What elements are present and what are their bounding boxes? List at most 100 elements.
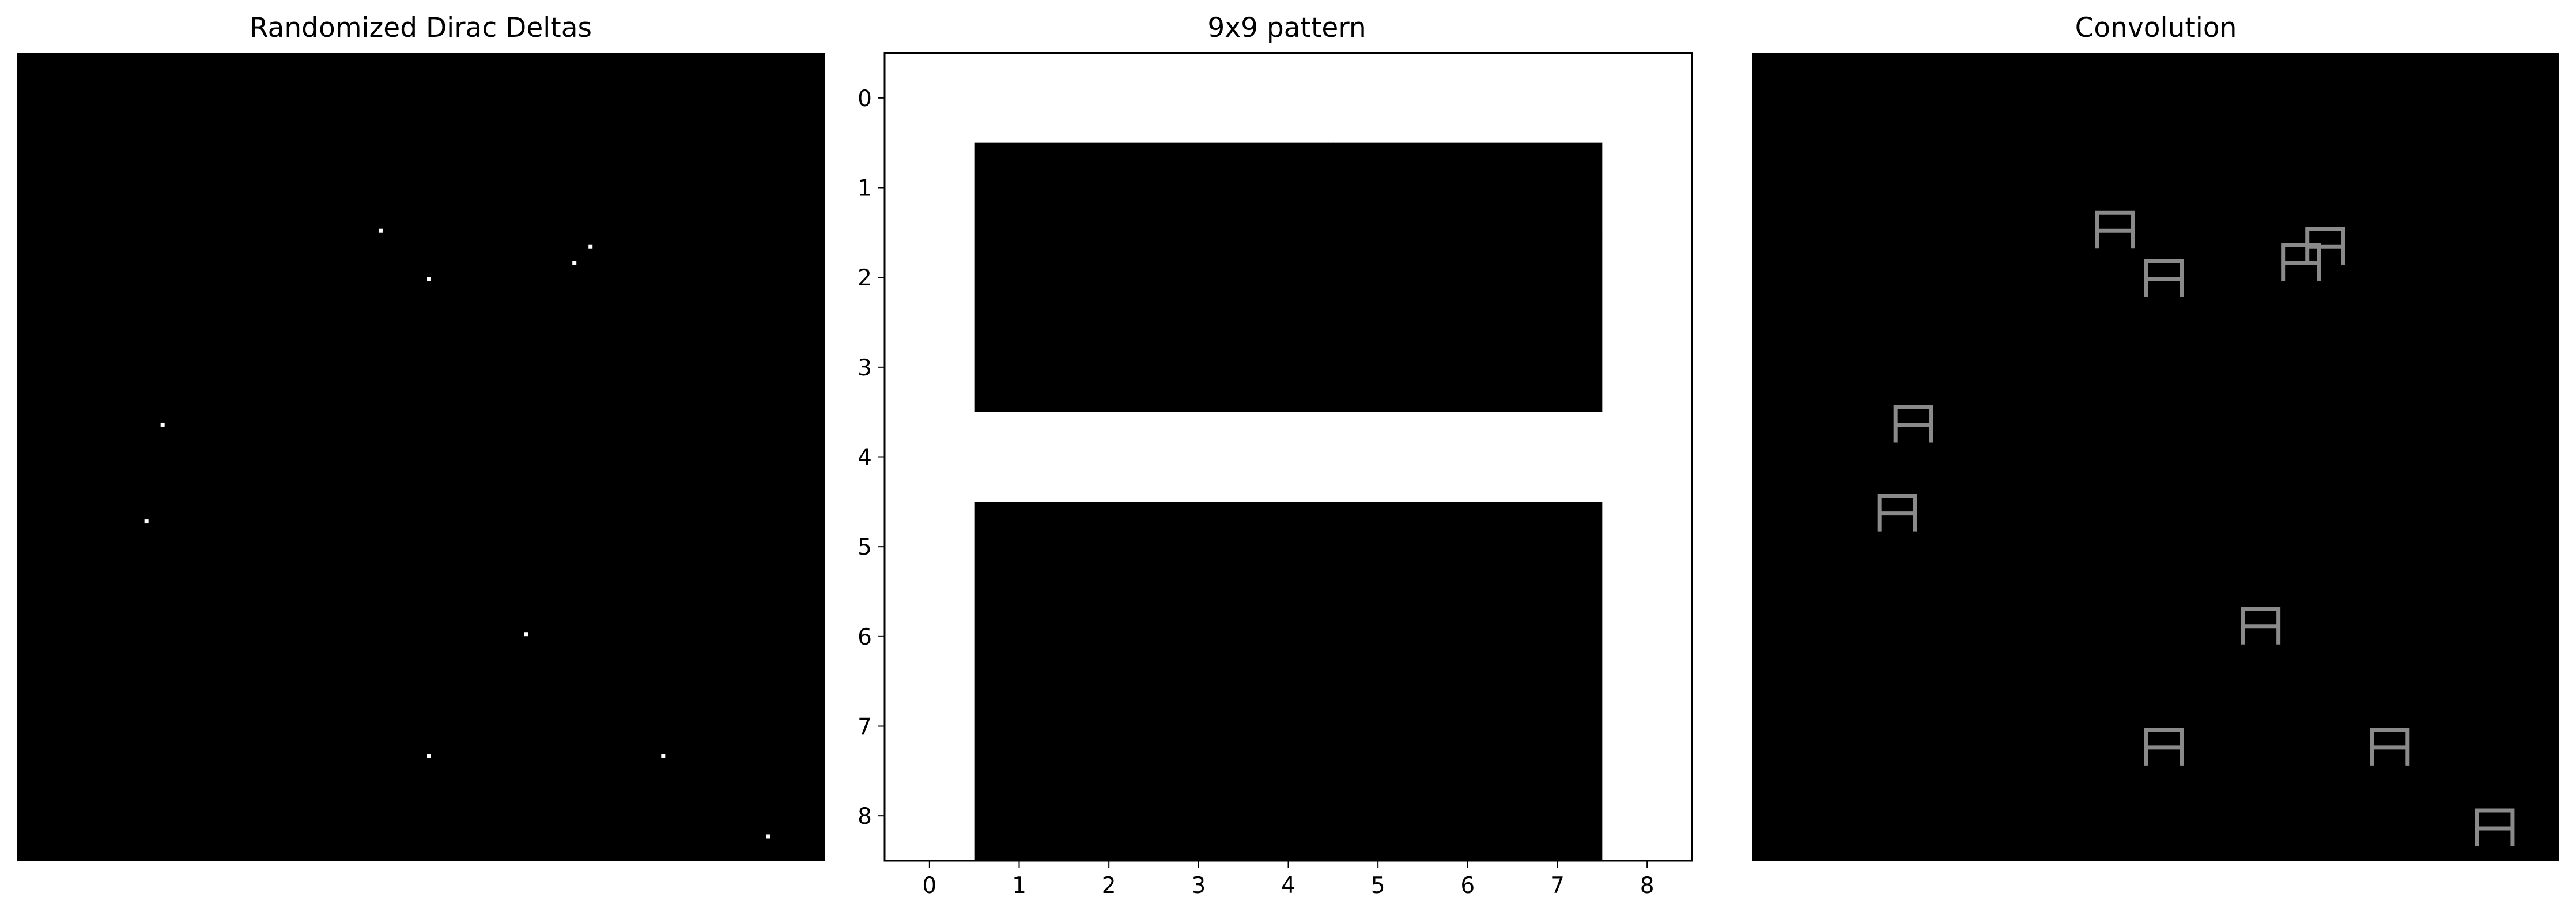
pattern-cell-2-1 [974, 232, 1064, 323]
x-tick-label-7: 7 [1550, 873, 1565, 899]
pattern-cell-6-6 [1423, 592, 1513, 682]
pattern-cell-8-4 [1243, 771, 1334, 861]
pattern-cell-5-5 [1333, 502, 1423, 592]
pattern-cell-1-6 [1423, 142, 1513, 233]
pattern-cell-0-1 [974, 53, 1064, 144]
dirac-delta-point-4 [160, 422, 165, 427]
pattern-cell-3-0 [885, 322, 975, 413]
convolution-stamp-2 [2281, 243, 2321, 281]
convolution-stamp-3 [2305, 227, 2345, 265]
dirac-delta-point-2 [572, 261, 577, 265]
panel-pattern: 9x9 pattern 0 1 2 3 4 5 6 7 8 0 1 2 3 4 5 6 7 8 [858, 12, 1693, 899]
pattern-cell-4-3 [1154, 412, 1244, 502]
pattern-y-axis: 0 1 2 3 4 5 6 7 8 [858, 86, 885, 830]
convolution-stamp-1 [2144, 259, 2184, 297]
pattern-cell-7-5 [1333, 681, 1423, 771]
convolution-stamp-0 [2095, 210, 2135, 249]
x-tick-label-4: 4 [1281, 873, 1295, 899]
pattern-cell-5-0 [885, 502, 975, 592]
pattern-cell-5-8 [1602, 502, 1693, 592]
dirac-delta-point-3 [588, 244, 593, 249]
pattern-cell-1-7 [1512, 142, 1603, 233]
pattern-cell-8-1 [974, 771, 1064, 861]
pattern-cell-0-7 [1512, 53, 1603, 144]
convolution-stamp-5 [1877, 494, 1917, 532]
pattern-cell-5-6 [1423, 502, 1513, 592]
pattern-cell-7-0 [885, 681, 975, 771]
panel-dirac-deltas: Randomized Dirac Deltas [17, 12, 825, 861]
pattern-cell-8-0 [885, 771, 975, 861]
pattern-cell-8-8 [1602, 771, 1693, 861]
x-tick-label-1: 1 [1012, 873, 1026, 899]
y-tick-label-5: 5 [858, 534, 872, 560]
dirac-delta-point-8 [661, 754, 666, 758]
pattern-cell-6-3 [1154, 592, 1244, 682]
convolution-stamp-8 [2370, 728, 2410, 766]
convolution-stamp-4 [1893, 404, 1933, 443]
dirac-deltas-points [144, 228, 770, 839]
pattern-cell-5-3 [1154, 502, 1244, 592]
x-tick-label-2: 2 [1102, 873, 1116, 899]
pattern-cell-0-8 [1602, 53, 1693, 144]
panel-convolution: Convolution [1752, 12, 2559, 861]
pattern-cell-2-3 [1154, 232, 1244, 323]
pattern-cell-4-1 [974, 412, 1064, 502]
convolution-stamps [1877, 210, 2515, 846]
y-tick-label-1: 1 [858, 176, 872, 202]
pattern-cell-3-3 [1154, 322, 1244, 413]
x-tick-label-0: 0 [922, 873, 936, 899]
pattern-cell-3-4 [1243, 322, 1334, 413]
pattern-cell-7-6 [1423, 681, 1513, 771]
pattern-cell-7-1 [974, 681, 1064, 771]
pattern-title: 9x9 pattern [1207, 12, 1366, 44]
dirac-delta-point-1 [427, 277, 432, 281]
pattern-cell-6-2 [1064, 592, 1154, 682]
dirac-delta-point-5 [144, 519, 149, 524]
x-tick-label-8: 8 [1640, 873, 1655, 899]
pattern-cell-8-5 [1333, 771, 1423, 861]
pattern-cell-4-7 [1512, 412, 1603, 502]
pattern-cell-7-2 [1064, 681, 1154, 771]
dirac-delta-point-6 [524, 632, 528, 637]
pattern-cell-3-2 [1064, 322, 1154, 413]
pattern-cell-8-2 [1064, 771, 1154, 861]
pattern-cell-0-2 [1064, 53, 1154, 144]
x-tick-label-6: 6 [1460, 873, 1475, 899]
pattern-cell-2-2 [1064, 232, 1154, 323]
pattern-cell-2-7 [1512, 232, 1603, 323]
pattern-cell-2-6 [1423, 232, 1513, 323]
pattern-cell-7-7 [1512, 681, 1603, 771]
pattern-cell-6-8 [1602, 592, 1693, 682]
x-tick-label-3: 3 [1191, 873, 1206, 899]
pattern-cell-0-6 [1423, 53, 1513, 144]
pattern-cell-5-1 [974, 502, 1064, 592]
pattern-cell-8-6 [1423, 771, 1513, 861]
pattern-cell-2-0 [885, 232, 975, 323]
convolution-stamp-9 [2475, 808, 2515, 846]
pattern-cell-6-1 [974, 592, 1064, 682]
x-tick-label-5: 5 [1371, 873, 1385, 899]
y-tick-label-3: 3 [858, 355, 872, 381]
pattern-cell-3-6 [1423, 322, 1513, 413]
dirac-deltas-image [17, 53, 825, 861]
pattern-cell-6-5 [1333, 592, 1423, 682]
pattern-cell-6-7 [1512, 592, 1603, 682]
pattern-cell-5-7 [1512, 502, 1603, 592]
pattern-cell-4-0 [885, 412, 975, 502]
convolution-title: Convolution [2075, 12, 2237, 44]
pattern-cell-1-5 [1333, 142, 1423, 233]
pattern-cell-3-8 [1602, 322, 1693, 413]
pattern-cell-4-2 [1064, 412, 1154, 502]
pattern-cell-0-5 [1333, 53, 1423, 144]
convolution-stamp-6 [2241, 607, 2281, 645]
pattern-cell-5-4 [1243, 502, 1334, 592]
pattern-cell-6-0 [885, 592, 975, 682]
pattern-cell-2-4 [1243, 232, 1334, 323]
pattern-cell-1-3 [1154, 142, 1244, 233]
y-tick-label-0: 0 [858, 86, 872, 112]
pattern-cell-0-4 [1243, 53, 1334, 144]
pattern-cell-1-8 [1602, 142, 1693, 233]
pattern-cell-0-0 [885, 53, 975, 144]
pattern-cell-1-0 [885, 142, 975, 233]
